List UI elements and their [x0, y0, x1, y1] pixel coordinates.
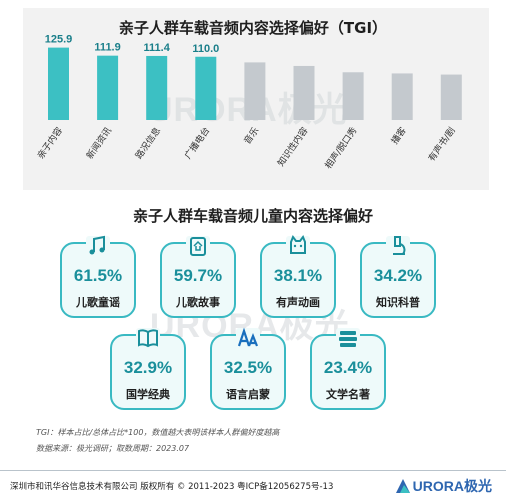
stat-value: 34.2%	[373, 266, 423, 285]
stat-card: 32.5% 语言启蒙	[210, 327, 286, 410]
stat-label: 知识科普	[376, 296, 420, 309]
stat-label: 语言启蒙	[226, 388, 270, 401]
category-label: 音乐	[241, 125, 261, 147]
aurora-logo: URORA极光	[395, 476, 492, 496]
stat-card: 32.9% 国学经典	[110, 328, 186, 410]
bar-2	[97, 55, 119, 120]
aurora-logo-icon	[395, 479, 410, 493]
stat-card: 38.1% 有声动画	[260, 234, 336, 318]
stat-value: 59.7%	[173, 266, 223, 285]
stat-value: 61.5%	[73, 266, 123, 285]
book-stack-icon	[333, 326, 363, 350]
stat-card: 34.2% 知识科普	[360, 236, 436, 318]
copyright-text: 深圳市和讯华谷信息技术有限公司 版权所有 © 2011-2023 粤ICP备12…	[10, 482, 334, 492]
stat-label: 文学名著	[326, 388, 370, 401]
stat-label: 儿歌童谣	[76, 296, 120, 309]
category-label: 有声书/剧	[426, 125, 458, 164]
stat-label: 儿歌故事	[176, 296, 220, 309]
stat-card: 23.4% 文学名著	[310, 328, 386, 410]
bar-value-label: 111.4	[144, 42, 171, 54]
bar-1	[48, 47, 69, 120]
category-label: 知识性内容	[275, 125, 311, 169]
storybook-icon	[183, 234, 213, 258]
bar-8	[391, 73, 413, 120]
bar-3	[146, 55, 168, 120]
bar-value-label: 110.0	[192, 43, 219, 55]
footer: 深圳市和讯华谷信息技术有限公司 版权所有 © 2011-2023 粤ICP备12…	[0, 470, 506, 499]
stat-value: 23.4%	[323, 358, 373, 377]
bar-6	[293, 65, 315, 120]
bar-5	[244, 62, 266, 120]
letters-icon	[233, 326, 263, 350]
microscope-icon	[383, 234, 413, 258]
stat-card: 61.5% 儿歌童谣	[60, 235, 136, 318]
category-label: 相声/脱口秀	[322, 125, 359, 171]
bar-9	[440, 74, 462, 120]
bar-4	[195, 56, 217, 120]
tgi-note: TGI：样本占比/总体占比*100，数值越大表明该样本人群偏好度越高	[36, 428, 280, 437]
cat-tv-icon	[283, 234, 313, 258]
category-label: 新闻资讯	[84, 125, 114, 161]
category-label: 播客	[388, 125, 408, 147]
bar-7	[342, 72, 364, 120]
source-note: 数据来源：极光调研；取数周期：2023.07	[36, 444, 190, 453]
stat-value: 38.1%	[273, 266, 323, 285]
logo-text: URORA极光	[412, 478, 492, 494]
stat-label: 国学经典	[126, 388, 170, 401]
category-label: 亲子内容	[34, 125, 64, 161]
stat-value: 32.5%	[223, 358, 273, 377]
bar-chart-title: 亲子人群车载音频内容选择偏好（TGI）	[118, 19, 388, 37]
stat-card: 59.7% 儿歌故事	[160, 236, 236, 318]
bar-chart: 125.9 亲子内容 111.9 新闻资讯 111.4 路况信息 110.0 广播电台 音乐 知识…	[34, 34, 462, 171]
cards-title: 亲子人群车载音频儿童内容选择偏好	[132, 207, 373, 225]
music-note-icon	[83, 234, 113, 258]
book-icon	[133, 326, 163, 350]
category-label: 路况信息	[133, 125, 163, 161]
stat-label: 有声动画	[276, 296, 320, 309]
bar-value-label: 111.9	[94, 42, 120, 54]
category-label: 广播电台	[182, 125, 212, 161]
bar-value-label: 125.9	[45, 34, 73, 46]
stat-value: 32.9%	[123, 358, 173, 377]
